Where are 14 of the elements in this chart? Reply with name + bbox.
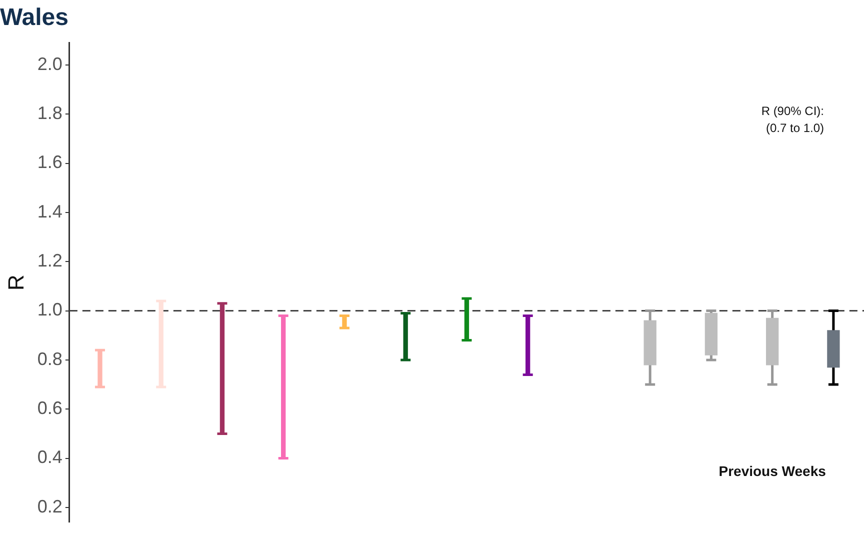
y-tick-label: 0.8 [37, 348, 62, 369]
y-tick-label: 1.8 [37, 103, 62, 124]
annotation: R (90% CI): (0.7 to 1.0) [761, 104, 824, 135]
y-tick-label: 0.4 [37, 447, 62, 468]
annotation: Previous Weeks [718, 463, 826, 479]
y-axis-title: R [3, 274, 28, 290]
y-tick-label: 0.2 [37, 496, 62, 516]
y-tick-label: 1.2 [37, 250, 62, 271]
y-tick-label: 2.0 [37, 54, 62, 74]
y-tick-label: 0.6 [37, 398, 62, 418]
chart-title: Wales [0, 4, 68, 32]
y-tick-label: 1.6 [37, 152, 62, 172]
y-tick-label: 1.0 [37, 300, 62, 320]
y-tick-label: 1.4 [37, 201, 62, 222]
